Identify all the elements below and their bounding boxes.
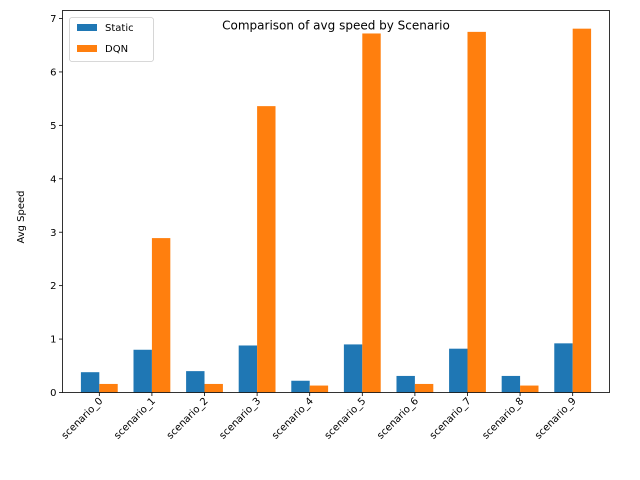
bar-dqn-scenario_7 [467, 31, 486, 393]
bar-dqn-scenario_9 [572, 28, 592, 393]
x-tick-label: scenario_7 [428, 396, 474, 442]
chart-title: Comparison of avg speed by Scenario [222, 19, 450, 33]
bar-static-scenario_3 [238, 345, 258, 393]
bar-static-scenario_7 [449, 348, 468, 393]
x-tick-label: scenario_6 [375, 396, 421, 442]
bar-static-scenario_0 [80, 372, 100, 393]
bar-static-scenario_1 [133, 349, 152, 393]
bar-dqn-scenario_3 [257, 106, 276, 393]
x-tick-label: scenario_0 [60, 396, 106, 442]
bar-dqn-scenario_6 [414, 383, 434, 393]
bar-dqn-scenario_1 [151, 238, 171, 393]
x-axis: scenario_0 scenario_1 scenario_2 scenario_3… [60, 392, 579, 442]
y-tick-label: 3 [50, 228, 56, 239]
plot-frame [62, 10, 610, 393]
bar-dqn-scenario_0 [99, 383, 118, 393]
y-tick-label: 7 [50, 14, 56, 25]
y-tick-label: 5 [50, 121, 56, 132]
legend-label-dqn: DQN [105, 44, 128, 55]
legend-swatch-dqn [77, 45, 97, 52]
y-tick-label: 2 [50, 281, 56, 292]
legend: Static DQN [69, 17, 154, 62]
x-tick-label: scenario_8 [480, 396, 526, 442]
y-tick-label: 1 [50, 335, 56, 346]
x-tick-label: scenario_9 [533, 396, 579, 442]
y-axis: 0 1 2 3 4 5 6 7 [50, 14, 63, 399]
x-tick-label: scenario_3 [217, 396, 263, 442]
x-tick-label: scenario_5 [323, 396, 369, 442]
y-axis-label: Avg Speed [16, 190, 27, 243]
y-tick-label: 4 [50, 174, 56, 185]
bar-static-scenario_2 [186, 371, 205, 393]
legend-label-static: Static [105, 23, 134, 34]
x-tick-label: scenario_1 [112, 396, 158, 442]
y-tick-label: 0 [50, 388, 56, 399]
x-tick-label: scenario_4 [270, 396, 316, 442]
bar-static-scenario_9 [554, 343, 573, 393]
bar-dqn-scenario_5 [362, 33, 381, 393]
y-tick-label: 6 [50, 68, 56, 79]
bar-static-scenario_4 [291, 380, 310, 393]
bar-static-scenario_5 [343, 344, 363, 393]
bar-static-scenario_8 [501, 375, 521, 393]
bar-dqn-scenario_2 [204, 383, 223, 393]
bars-group [80, 28, 592, 393]
legend-swatch-static [77, 24, 97, 31]
bar-dqn-scenario_8 [520, 385, 539, 393]
bar-dqn-scenario_4 [309, 385, 329, 393]
x-tick-label: scenario_2 [165, 396, 211, 442]
bar-static-scenario_6 [396, 375, 415, 393]
